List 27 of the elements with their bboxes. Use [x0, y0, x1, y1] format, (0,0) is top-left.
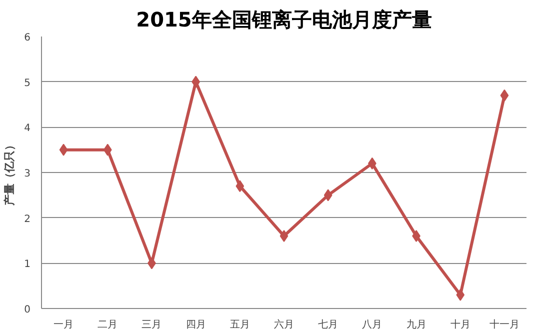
- x-tick-label: 一月: [54, 320, 74, 330]
- x-tick-label: 五月: [230, 320, 250, 330]
- x-tick-label: 二月: [98, 320, 118, 330]
- y-axis-title: 产量（亿只）: [3, 140, 16, 206]
- x-tick-label: 六月: [274, 318, 294, 330]
- point: [103, 144, 112, 156]
- point: [236, 180, 244, 192]
- y-tick-label: 4: [24, 123, 31, 134]
- x-tick-label: 七月: [318, 318, 338, 330]
- point: [324, 189, 332, 202]
- x-tick-label: 九月: [406, 318, 426, 330]
- y-tick-label: 0: [24, 304, 31, 316]
- point: [59, 144, 68, 156]
- x-tick-label: 三月: [142, 320, 162, 330]
- point: [280, 230, 288, 242]
- y-tick-label: 5: [24, 78, 31, 89]
- chart-title: 2015年全国锂离子电池月度产量: [136, 8, 432, 32]
- point: [500, 89, 509, 102]
- y-tick-label: 2: [24, 214, 31, 225]
- x-tick-label: 四月: [186, 320, 206, 330]
- y-tick-label: 1: [24, 259, 31, 270]
- y-tick-label: 3: [24, 168, 31, 180]
- x-tick-label: 十月: [450, 318, 470, 330]
- x-tick-label: 十一月: [489, 318, 520, 330]
- x-tick-label: 八月: [362, 320, 382, 330]
- point: [456, 288, 465, 301]
- y-tick-label: 6: [24, 32, 31, 44]
